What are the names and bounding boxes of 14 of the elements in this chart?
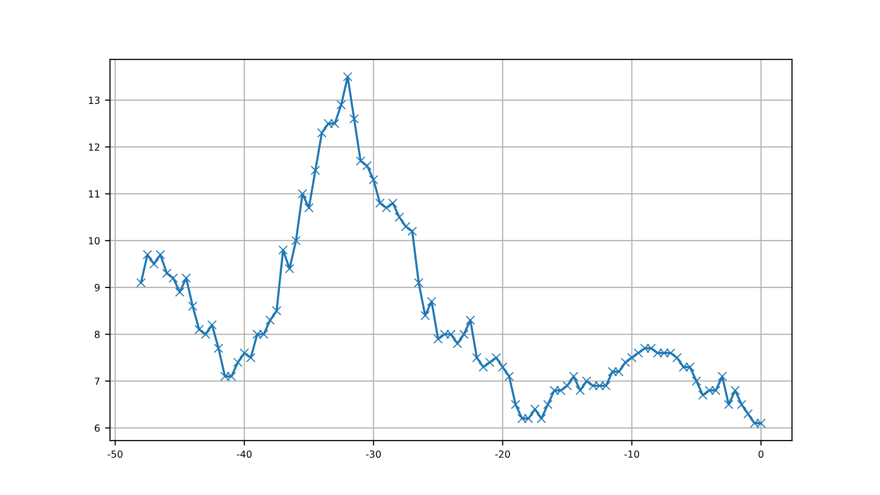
x-tick-label: 0	[758, 450, 764, 458]
y-tick-label: 12	[88, 143, 100, 151]
y-tick-label: 7	[94, 378, 100, 385]
y-tick-label: 9	[94, 284, 100, 292]
y-tick-label: 11	[88, 190, 100, 198]
x-tick-label: -10	[624, 450, 640, 458]
y-tick-label: 8	[94, 330, 100, 338]
x-tick-label: -50	[108, 450, 122, 458]
x-tick-label: -20	[495, 450, 510, 458]
y-tick-label: 13	[88, 96, 100, 104]
y-tick-label: 6	[94, 424, 100, 432]
x-tick-label: -30	[366, 450, 381, 458]
x-tick-label: -40	[236, 450, 252, 458]
y-tick-label: 10	[88, 237, 100, 244]
